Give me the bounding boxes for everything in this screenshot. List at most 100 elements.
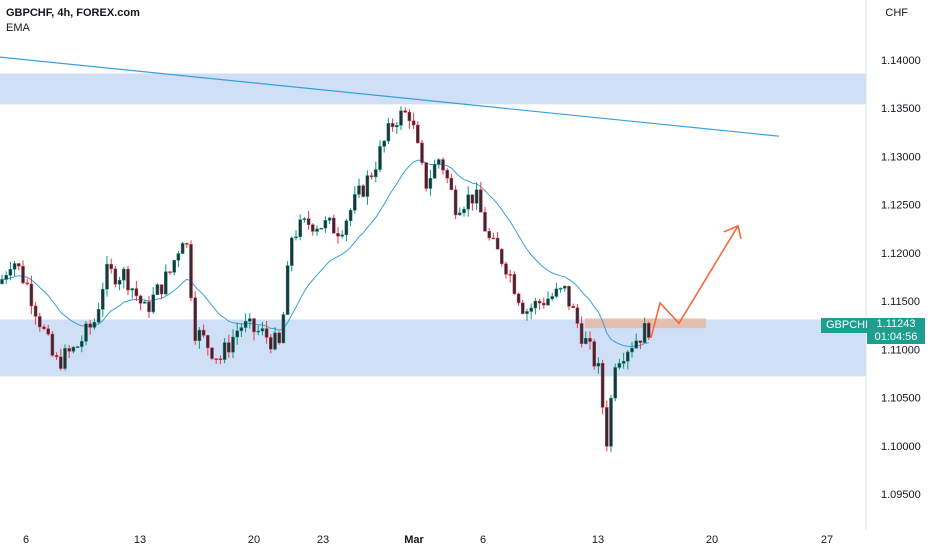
candles-layer — [0, 106, 651, 452]
candle-up — [75, 346, 80, 348]
support-zone[interactable] — [0, 319, 866, 377]
candle-up — [554, 288, 559, 297]
resistance-zone[interactable] — [0, 73, 866, 105]
candle-up — [96, 309, 101, 323]
candle-down — [521, 302, 525, 314]
candle-down — [537, 300, 542, 304]
candle-down — [647, 322, 651, 338]
candle-down — [206, 335, 210, 349]
ema-line[interactable] — [1, 159, 649, 347]
candle-up — [80, 341, 84, 347]
candle-down — [147, 301, 151, 313]
candle-up — [558, 288, 563, 290]
candle-down — [138, 295, 143, 304]
candle-down — [588, 337, 592, 342]
candle-down — [453, 189, 458, 216]
candle-down — [17, 263, 21, 267]
candle-up — [340, 234, 344, 237]
candle-down — [33, 305, 38, 317]
candle-up — [239, 327, 244, 332]
candle-up — [395, 125, 399, 128]
candle-up — [235, 330, 239, 338]
candle-up — [584, 337, 588, 344]
time-tick: 20 — [248, 534, 260, 546]
candle-down — [109, 263, 113, 270]
candle-up — [382, 140, 386, 147]
candle-down — [332, 217, 336, 234]
price-tick: 1.10500 — [881, 393, 921, 405]
candle-up — [378, 146, 382, 170]
candle-up — [281, 314, 286, 344]
candle-down — [54, 355, 59, 358]
candle-down — [126, 268, 130, 291]
candle-up — [596, 362, 601, 367]
price-tick: 1.14000 — [881, 55, 921, 67]
trendline[interactable] — [0, 56, 780, 137]
candle-up — [294, 236, 298, 239]
candle-up — [315, 228, 319, 232]
candle-down — [479, 189, 483, 213]
candle-down — [592, 341, 596, 367]
candle-down — [193, 297, 197, 341]
time-tick: 20 — [706, 534, 718, 546]
candle-down — [113, 268, 118, 285]
candle-down — [361, 185, 365, 197]
candle-up — [617, 363, 622, 368]
candle-up — [466, 194, 470, 210]
candle-up — [344, 220, 349, 236]
price-tick: 1.09500 — [881, 489, 921, 501]
candle-up — [642, 322, 647, 343]
projection-layer — [650, 224, 742, 339]
candle-down — [50, 333, 55, 356]
candle-down — [59, 356, 63, 369]
candle-down — [201, 329, 206, 336]
candle-up — [172, 260, 176, 273]
candle-down — [403, 110, 407, 113]
candle-up — [151, 294, 155, 313]
candle-down — [500, 248, 504, 265]
candle-down — [159, 284, 164, 295]
candle-up — [348, 209, 353, 221]
candle-down — [483, 211, 487, 232]
candle-up — [323, 220, 328, 229]
candle-up — [197, 329, 202, 341]
candle-down — [369, 175, 374, 178]
candle-up — [621, 360, 626, 364]
price-tick: 1.12500 — [881, 200, 921, 212]
candle-up — [437, 159, 441, 165]
indicator-label[interactable]: EMA — [6, 22, 30, 34]
candle-down — [210, 347, 214, 359]
candle-down — [269, 337, 273, 350]
candle-down — [311, 224, 315, 232]
candle-up — [285, 265, 290, 315]
candle-up — [243, 321, 248, 328]
candle-down — [168, 271, 172, 273]
candle-up — [248, 318, 252, 322]
candle-up — [164, 271, 168, 295]
candle-down — [264, 328, 269, 338]
last-price-tag: 1.11243 01:04:56 — [867, 318, 925, 344]
candle-down — [508, 274, 512, 276]
time-tick: Mar — [404, 534, 424, 546]
time-tick: 13 — [134, 534, 146, 546]
candle-down — [21, 265, 25, 284]
candle-down — [516, 293, 521, 304]
candle-down — [88, 323, 92, 328]
candle-up — [533, 300, 538, 309]
candle-up — [462, 208, 466, 214]
projection-path[interactable] — [650, 225, 739, 339]
candle-up — [399, 110, 403, 126]
candle-up — [529, 307, 533, 312]
candle-up — [302, 218, 307, 220]
candle-up — [550, 296, 554, 300]
candle-up — [155, 284, 160, 295]
time-tick: 13 — [592, 534, 604, 546]
candle-up — [298, 219, 302, 237]
candle-up — [357, 185, 361, 195]
candle-down — [575, 307, 580, 324]
candle-down — [46, 328, 50, 335]
candle-down — [25, 282, 29, 285]
candle-up — [474, 189, 479, 204]
price-tick: 1.11500 — [881, 296, 920, 308]
